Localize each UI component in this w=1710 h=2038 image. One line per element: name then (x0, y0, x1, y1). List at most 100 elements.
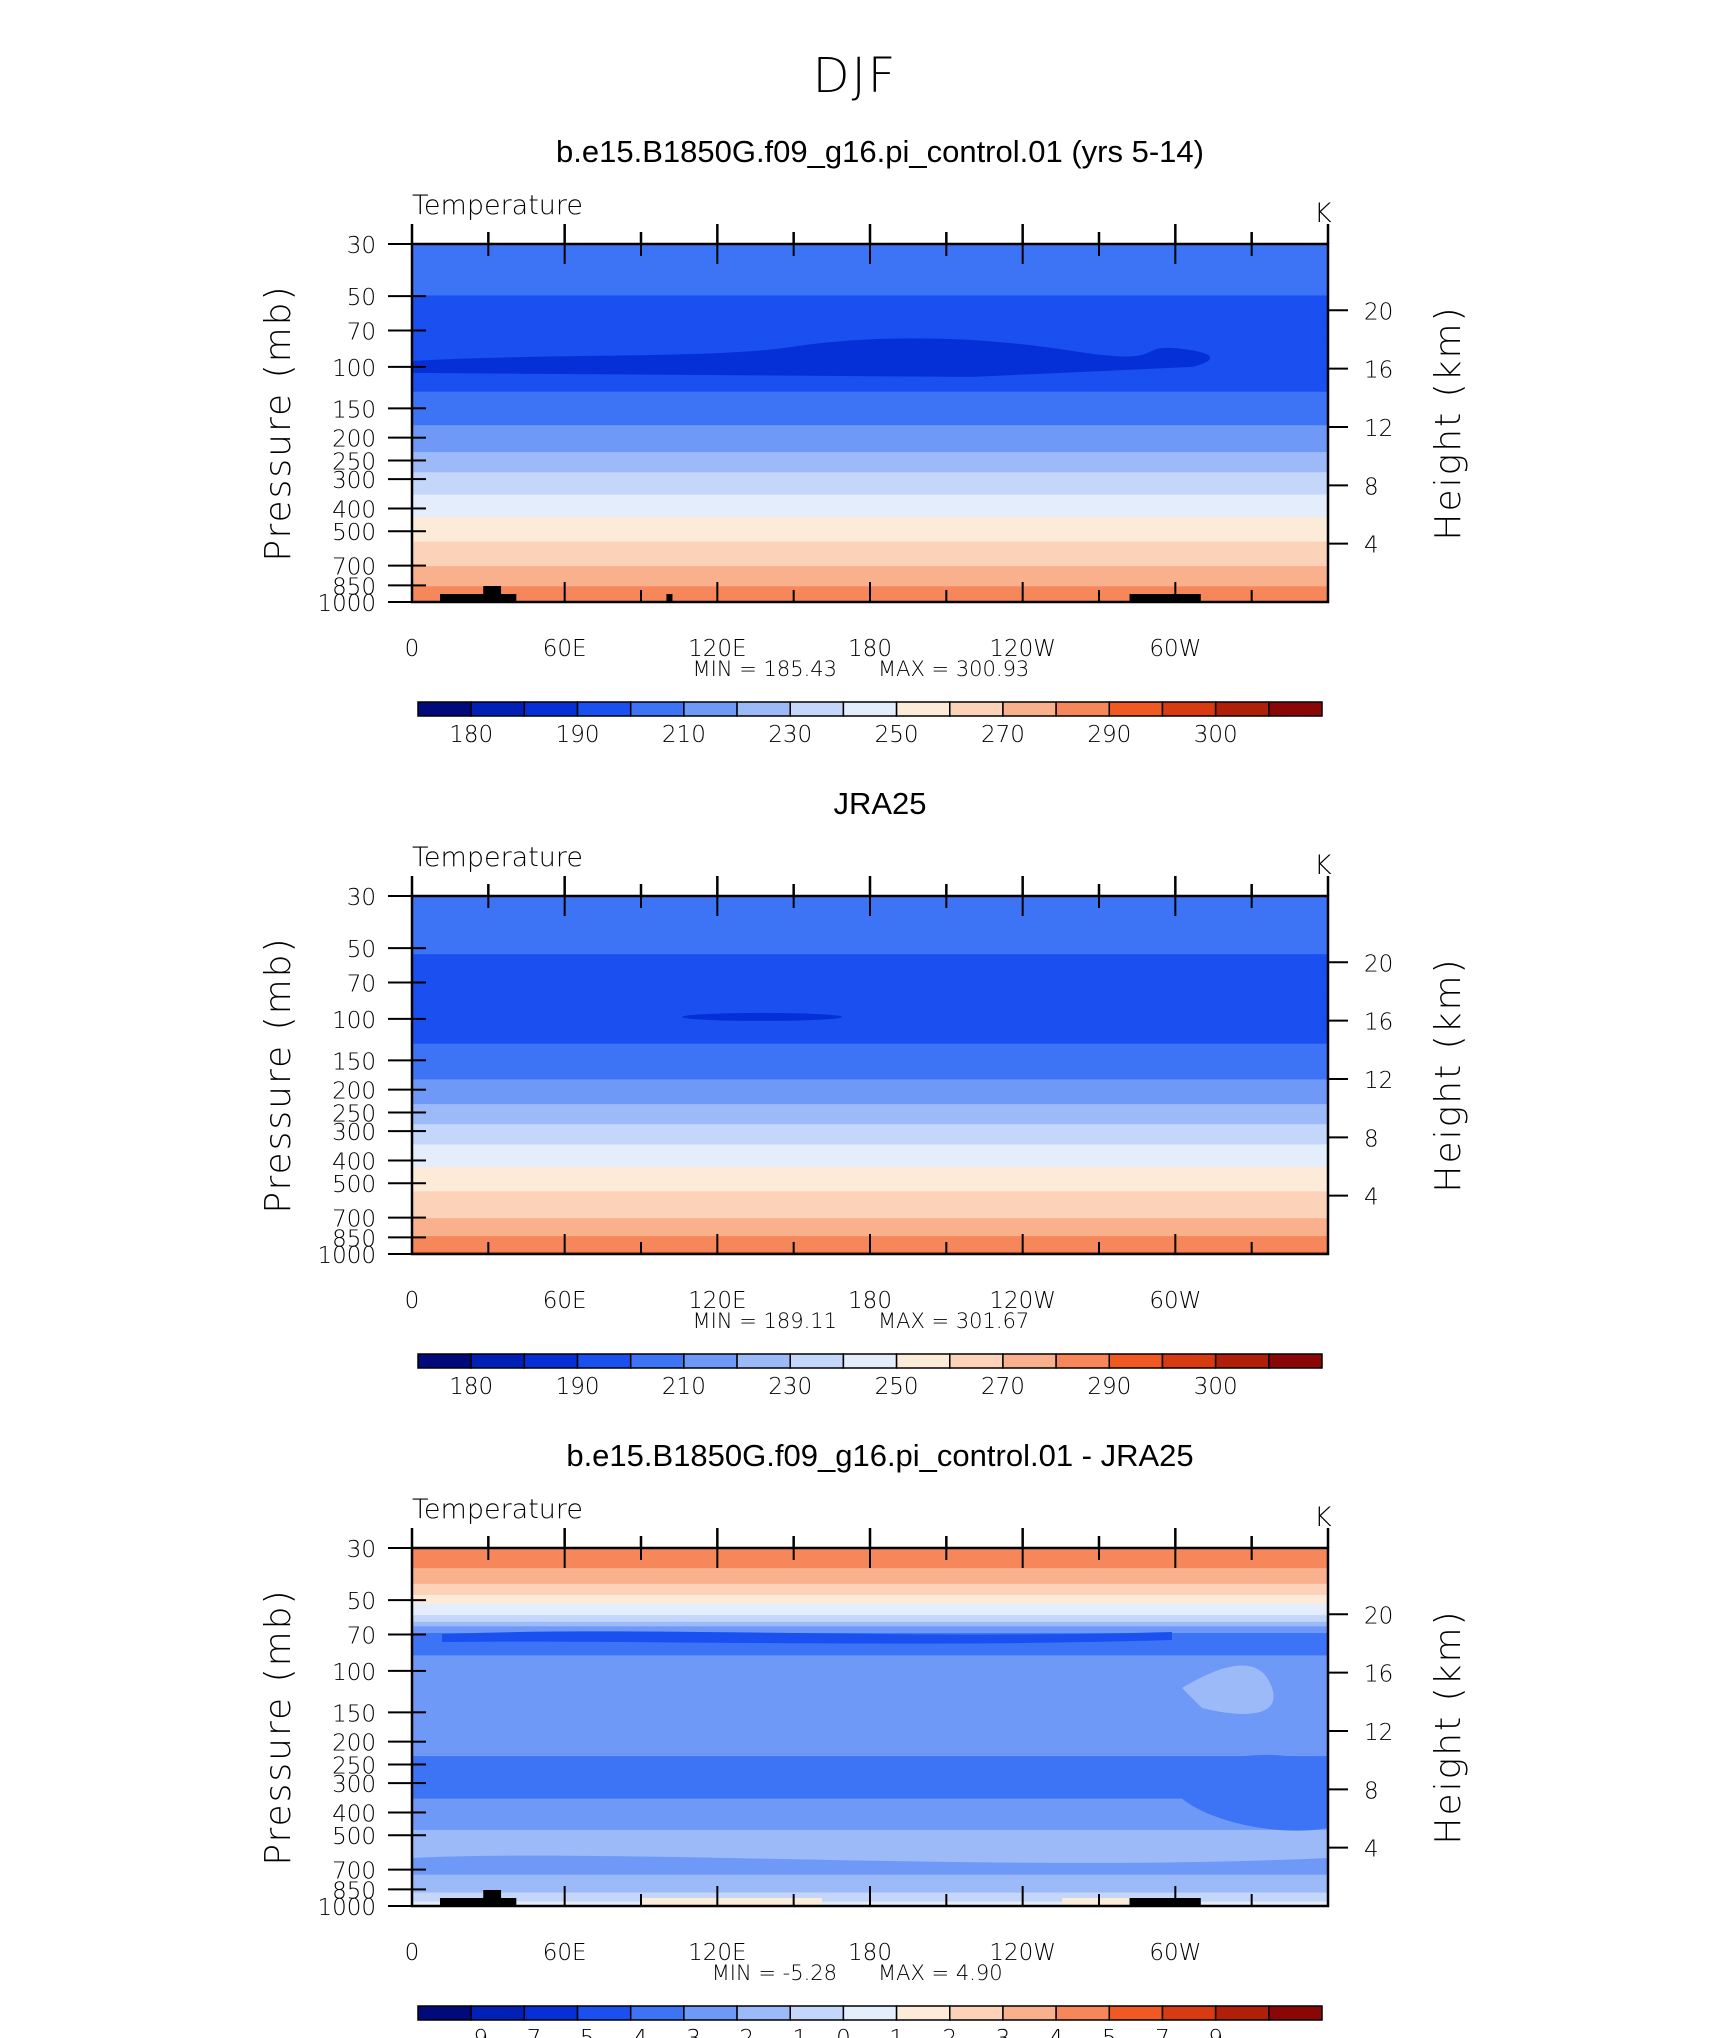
variable-label: Temperature (412, 842, 583, 873)
colorbar-box (1268, 1353, 1323, 1369)
contour-band (412, 1200, 1328, 1204)
pressure-tick-label: 700 (332, 1859, 376, 1885)
colorbar-box (842, 2005, 898, 2021)
pressure-axis-label: Pressure (mb) (258, 1588, 299, 1865)
contour-band (412, 1157, 1328, 1161)
height-tick-label: 4 (1364, 1837, 1379, 1863)
contour-band (412, 463, 1328, 467)
pressure-tick-label: 500 (332, 1172, 376, 1198)
contour-band (412, 1153, 1328, 1157)
contour-band (412, 1782, 1328, 1786)
contour-band (412, 431, 1328, 435)
pressure-tick-label: 200 (332, 427, 376, 453)
contour-band (412, 519, 1328, 523)
colorbar-box (842, 701, 898, 717)
contour-band (412, 1095, 1328, 1098)
contour-band (412, 1182, 1328, 1186)
topography (483, 1890, 502, 1906)
contour-band (412, 945, 1328, 949)
height-tick-label: 8 (1364, 1778, 1379, 1804)
contour-band (412, 273, 1328, 276)
colorbar-label: 180 (449, 722, 493, 748)
contour-band (412, 1697, 1328, 1701)
colorbar-label: 250 (875, 722, 919, 748)
contour-band (412, 559, 1328, 563)
contour-band (412, 469, 1328, 473)
contour-band (412, 1829, 1328, 1833)
contour-band (412, 1718, 1328, 1721)
contour-band (412, 1668, 1328, 1672)
contour-band (412, 496, 1328, 500)
pressure-tick-label: 30 (347, 885, 376, 911)
contour-band (412, 416, 1328, 420)
lon-tick-label: 120W (989, 636, 1056, 662)
colorbar-box (470, 1353, 526, 1369)
lon-tick-label: 0 (405, 1288, 420, 1314)
contour-band (412, 1664, 1328, 1668)
contour-band (412, 1030, 1328, 1034)
contour-band (412, 566, 1328, 570)
contour-band (412, 541, 1328, 545)
height-axis: 20 16 12 8 4 Height (km) (1328, 299, 1469, 559)
near-surface-warm (1062, 1898, 1182, 1906)
contour-band (412, 492, 1328, 496)
colorbar-label: −2 (720, 2026, 754, 2038)
contour-band (412, 1012, 1328, 1016)
contour-band (412, 1101, 1328, 1105)
contour-band (412, 304, 1328, 308)
contour-band (412, 1104, 1328, 1107)
contour-band (412, 407, 1328, 411)
contour-band (412, 1570, 1328, 1574)
contour-band (412, 1117, 1328, 1121)
variable-label: Temperature (412, 190, 583, 221)
contour-band (412, 275, 1328, 279)
anomaly-region (1172, 1754, 1328, 1831)
contour-band (412, 1648, 1328, 1652)
contour-band (412, 1883, 1328, 1887)
pressure-tick-label: 50 (347, 285, 376, 311)
contour-band (412, 467, 1328, 471)
lon-tick-label: 60W (1149, 1940, 1201, 1966)
contour-band (412, 1812, 1328, 1815)
contour-band (412, 557, 1328, 561)
contour-band (412, 1832, 1328, 1835)
lon-tick-label: 60E (543, 636, 587, 662)
contour-band (412, 315, 1328, 319)
contour-band (412, 490, 1328, 493)
contour-band (412, 436, 1328, 440)
max-stat: MAX = 4.90 (878, 1961, 1003, 1985)
contour-band (412, 1823, 1328, 1827)
colorbar-label: 230 (768, 1374, 812, 1400)
contour-band (412, 972, 1328, 975)
contour-band (412, 1066, 1328, 1069)
contour-band (412, 1825, 1328, 1829)
contour-band (412, 411, 1328, 415)
contour-band (412, 1881, 1328, 1885)
contour-band (412, 1691, 1328, 1695)
contour-band (412, 1010, 1328, 1013)
topography (483, 586, 502, 602)
contour-band (412, 299, 1328, 303)
contour-band (412, 1675, 1328, 1679)
contour-band (412, 1166, 1328, 1170)
contour-band (412, 1014, 1328, 1018)
contour-band (412, 1715, 1328, 1719)
contour-band (412, 1207, 1328, 1210)
contour-band (412, 290, 1328, 294)
contour-band (412, 570, 1328, 574)
contour-band (412, 382, 1328, 386)
colorbar-box (895, 2005, 951, 2021)
contour-band (412, 1034, 1328, 1038)
pressure-tick-label: 70 (347, 1624, 376, 1650)
contour-band (412, 1677, 1328, 1681)
contour-band (412, 400, 1328, 404)
contour-band (412, 429, 1328, 433)
contour-band (412, 1061, 1328, 1065)
colorbar-label: 300 (1194, 1374, 1238, 1400)
colorbar-box (417, 701, 472, 717)
contour-band (412, 295, 1328, 299)
contour-band (412, 1765, 1328, 1768)
contour-band (412, 931, 1328, 935)
contour-band (412, 1175, 1328, 1179)
contour-band (412, 1758, 1328, 1762)
